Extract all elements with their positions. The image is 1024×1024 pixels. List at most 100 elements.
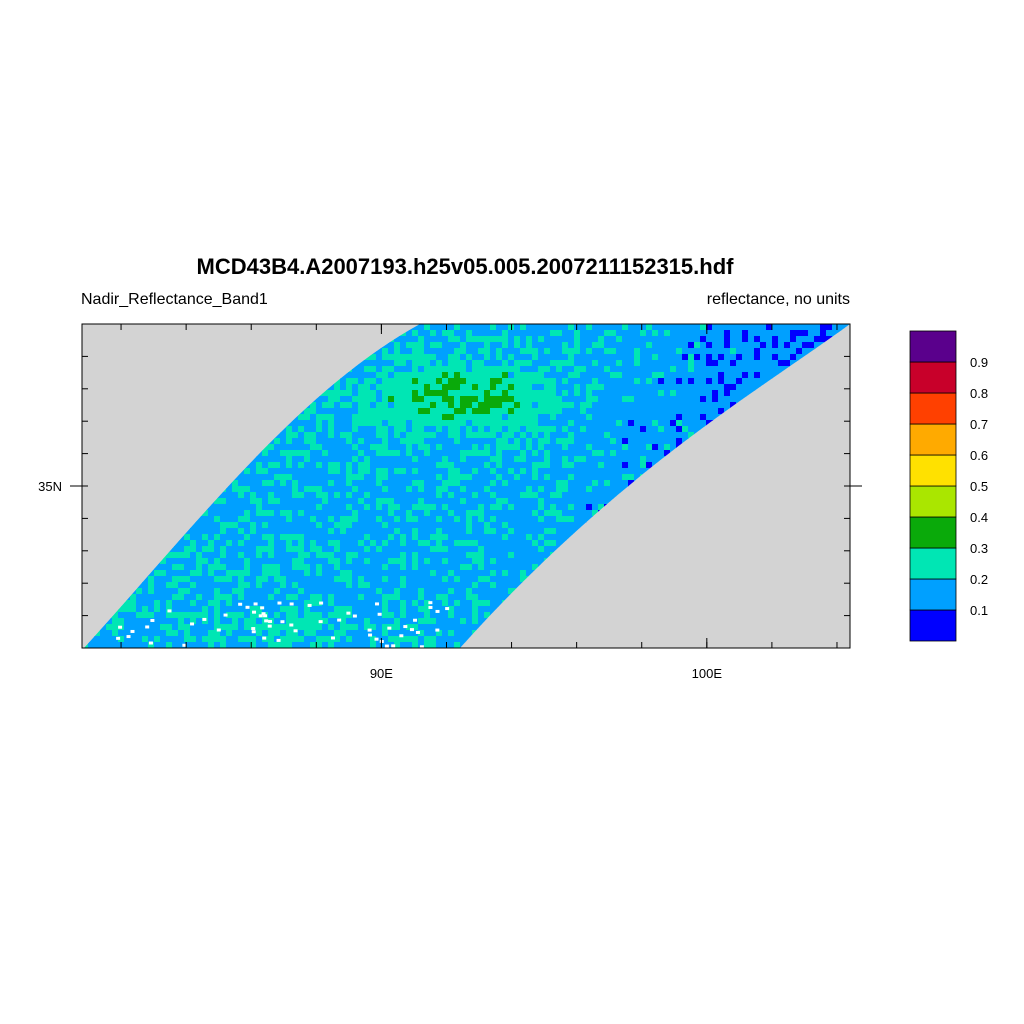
swath-cell [274,546,281,553]
swath-cell [730,366,737,373]
swath-cell [442,552,449,559]
swath-cell [484,528,491,535]
swath-cell [430,444,437,451]
swath-cell [472,342,479,349]
swath-cell [616,348,623,355]
swath-cell [472,486,479,493]
swath-cell [478,498,485,505]
swath-cell [268,516,275,523]
swath-cell [640,450,647,457]
swath-cell [496,540,503,547]
swath-cell [526,480,533,487]
swath-cell [562,330,569,337]
swath-cell [280,510,287,517]
swath-cell [376,402,383,409]
swath-cell [292,504,299,511]
swath-cell [292,474,299,481]
swath-cell [502,528,509,535]
swath-cell [454,324,461,331]
swath-cell [250,516,257,523]
swath-cell [292,444,299,451]
swath-cell [622,432,629,439]
swath-cell [478,324,485,331]
swath-cell [340,432,347,439]
swath-cell [544,522,551,529]
swath-cell [688,354,695,361]
swath-cell [544,378,551,385]
swath-cell [238,498,245,505]
swath-cell [676,336,683,343]
swath-cell [538,342,545,349]
swath-cell [724,330,731,337]
swath-cell [472,360,479,367]
swath-cell [436,456,443,463]
swath-cell [682,402,689,409]
swath-cell [442,336,449,343]
swath-cell [760,330,767,337]
swath-cell [784,354,791,361]
swath-cell [298,462,305,469]
swath-cell [508,522,515,529]
swath-cell [376,420,383,427]
swath-cell [670,408,677,415]
swath-cell [364,516,371,523]
swath-cell [622,396,629,403]
swath-cell [640,342,647,349]
swath-cell [226,552,233,559]
swath-cell [394,462,401,469]
swath-cell [370,444,377,451]
swath-cell [406,498,413,505]
swath-cell [256,528,263,535]
swath-cell [454,360,461,367]
swath-cell [418,438,425,445]
swath-cell [286,534,293,541]
swath-cell [496,414,503,421]
swath-cell [244,504,251,511]
swath-cell [274,438,281,445]
swath-cell [436,522,443,529]
swath-cell [502,510,509,517]
swath-cell [520,408,527,415]
swath-cell [592,354,599,361]
swath-cell [430,456,437,463]
swath-cell [652,456,659,463]
swath-cell [256,534,263,541]
swath-cell [424,348,431,355]
swath-cell [598,372,605,379]
swath-cell [538,540,545,547]
swath-cell [526,414,533,421]
swath-cell [346,540,353,547]
swath-cell [580,480,587,487]
swath-cell [532,348,539,355]
swath-cell [478,360,485,367]
swath-cell [484,390,491,397]
swath-cell [520,348,527,355]
swath-cell [592,432,599,439]
swath-cell [442,492,449,499]
swath-cell [238,480,245,487]
swath-cell [346,384,353,391]
swath-cell [406,408,413,415]
swath-cell [298,444,305,451]
swath-cell [310,432,317,439]
swath-cell [400,468,407,475]
swath-cell [502,330,509,337]
swath-cell [700,330,707,337]
swath-cell [448,360,455,367]
swath-cell [340,546,347,553]
swath-cell [400,402,407,409]
swath-cell [754,330,761,337]
swath-cell [310,522,317,529]
swath-cell [316,486,323,493]
swath-cell [814,342,821,349]
swath-cell [760,354,767,361]
swath-cell [508,384,515,391]
swath-cell [508,348,515,355]
swath-cell [550,408,557,415]
swath-cell [502,474,509,481]
swath-cell [748,324,755,331]
swath-cell [328,522,335,529]
swath-cell [352,420,359,427]
swath-cell [376,426,383,433]
swath-cell [478,348,485,355]
